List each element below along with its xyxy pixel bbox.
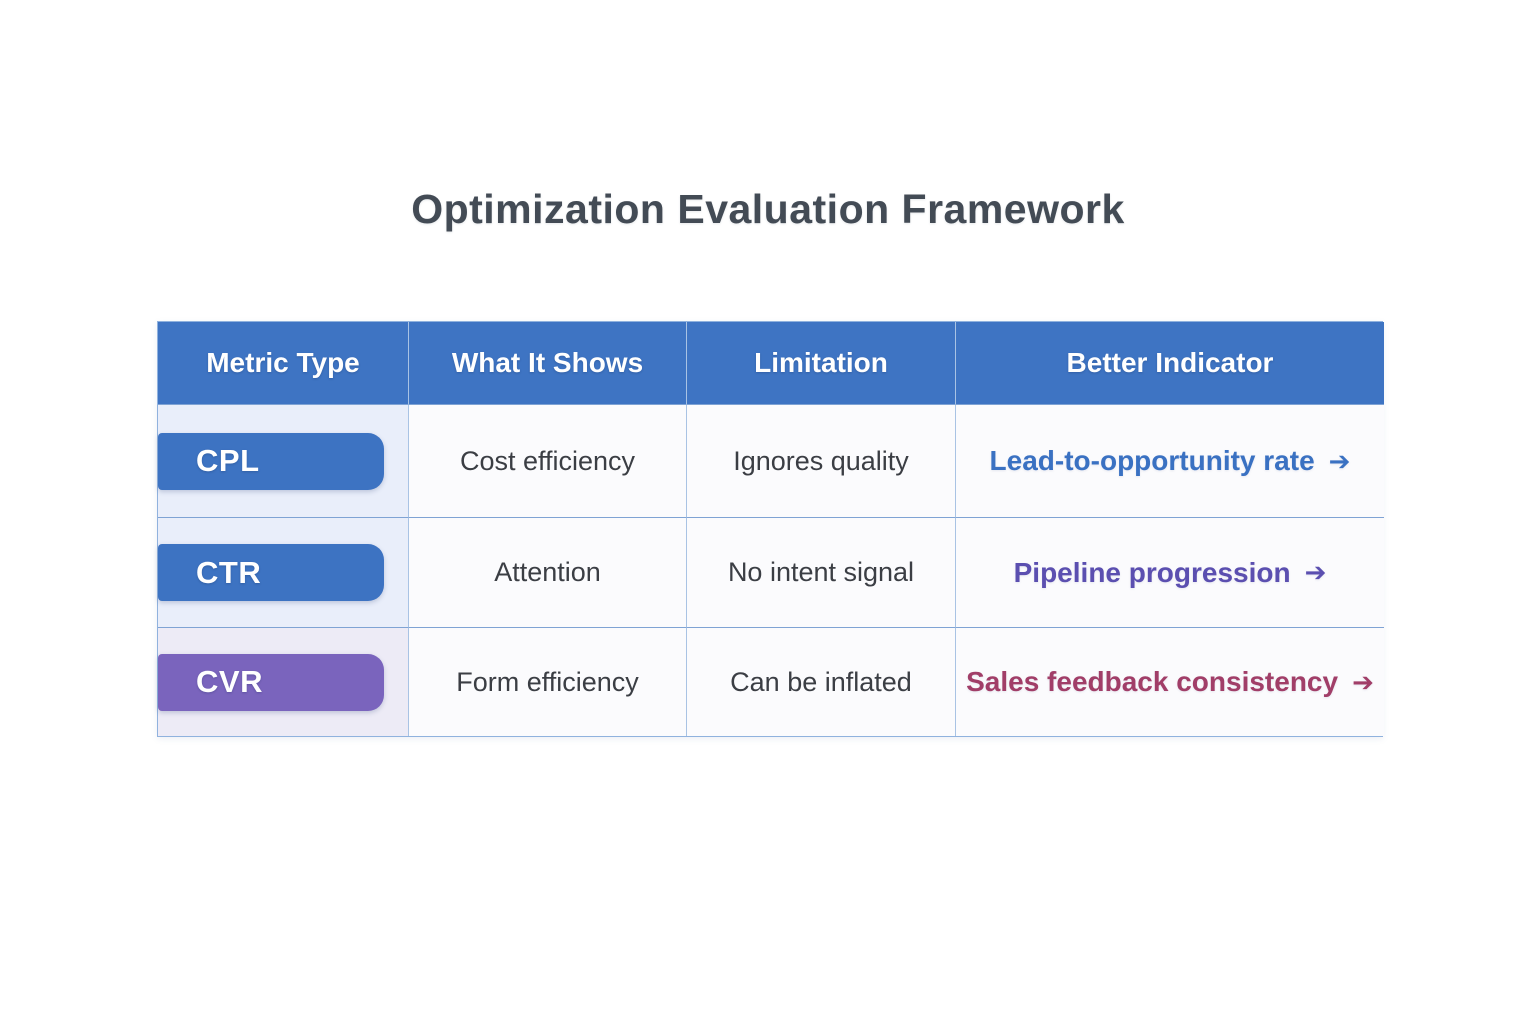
ctr-better-indicator-label: Pipeline progression <box>1013 556 1291 588</box>
ctr-shows-cell: Attention <box>409 518 687 628</box>
metric-badge-cvr: CVR <box>158 653 384 711</box>
metric-badge-ctr: CTR <box>158 544 384 601</box>
header-better-indicator: Better Indicator <box>956 322 1384 405</box>
header-what-it-shows: What It Shows <box>409 322 687 405</box>
cvr-shows-cell: Form efficiency <box>409 628 687 736</box>
page-title: Optimization Evaluation Framework <box>411 186 1125 232</box>
framework-table: Metric Type What It Shows Limitation Bet… <box>157 321 1384 737</box>
ctr-limitation-cell: No intent signal <box>687 518 956 628</box>
cpl-better-indicator-cell: Lead-to-opportunity rate ➔ <box>956 405 1384 518</box>
ctr-better-indicator-cell: Pipeline progression ➔ <box>956 518 1384 628</box>
table-row-cpl-metric-cell: CPL <box>158 405 409 518</box>
header-metric-type: Metric Type <box>158 322 409 405</box>
cpl-better-indicator-label: Lead-to-opportunity rate <box>989 445 1315 476</box>
header-limitation: Limitation <box>687 322 956 405</box>
arrow-right-icon: ➔ <box>1352 666 1374 697</box>
arrow-right-icon: ➔ <box>1304 557 1327 587</box>
cvr-limitation-cell: Can be inflated <box>687 628 956 736</box>
metric-badge-cpl: CPL <box>158 432 384 490</box>
table-row-cvr-metric-cell: CVR <box>158 628 409 736</box>
cpl-limitation-cell: Ignores quality <box>687 405 956 518</box>
cpl-shows-cell: Cost efficiency <box>409 405 687 518</box>
cvr-better-indicator-cell: Sales feedback consistency ➔ <box>956 628 1384 736</box>
cvr-better-indicator-label: Sales feedback consistency <box>966 666 1339 697</box>
table-row-ctr-metric-cell: CTR <box>158 518 409 628</box>
arrow-right-icon: ➔ <box>1328 445 1351 476</box>
